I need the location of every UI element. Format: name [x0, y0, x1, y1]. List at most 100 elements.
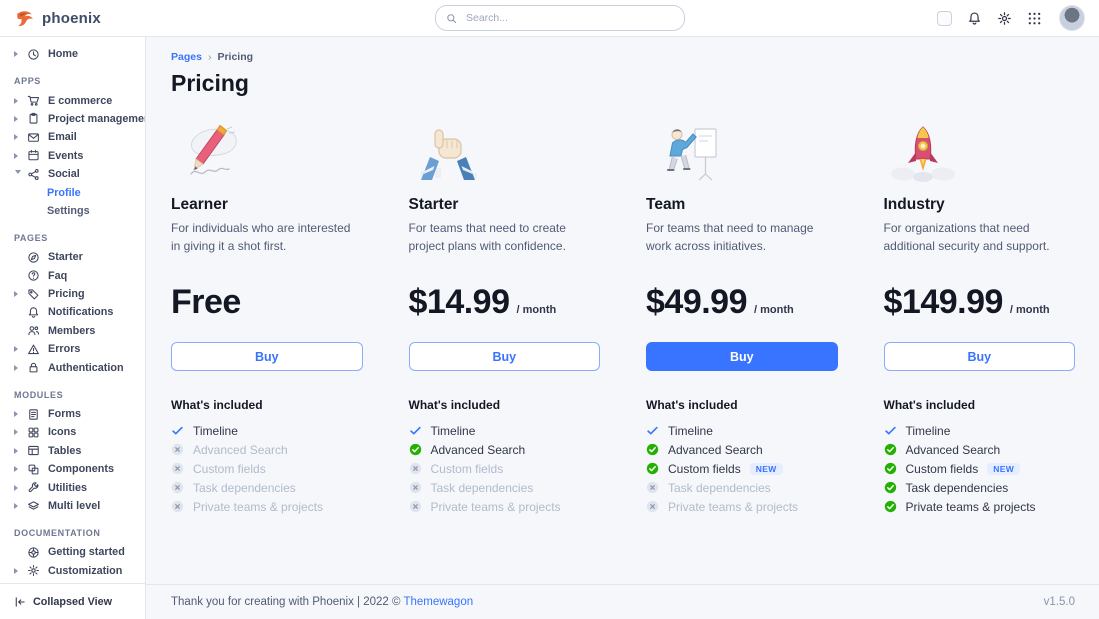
feature-item: Advanced Search [171, 443, 363, 457]
sidebar-item-multi-level[interactable]: Multi level [0, 497, 145, 515]
sidebar-section: DOCUMENTATION Getting started Customizat… [0, 515, 145, 583]
sidebar-section-label: MODULES [0, 377, 145, 405]
sidebar-item-label: Events [48, 150, 83, 162]
chevron-icon [14, 291, 22, 297]
cart-icon [27, 94, 40, 107]
plan-price: $14.99 [409, 283, 510, 322]
footer-credit: Thank you for creating with Phoenix | 20… [171, 596, 473, 608]
warning-icon [27, 343, 40, 356]
check-circle-icon [646, 443, 659, 456]
compass-icon [27, 251, 40, 264]
sidebar-item-authentication[interactable]: Authentication [0, 358, 145, 376]
pricing-card-team: Team For teams that need to manage work … [646, 122, 838, 514]
plan-name: Learner [171, 196, 363, 214]
sidebar-item-customization[interactable]: Customization [0, 562, 145, 580]
sidebar-section-items: Home [0, 45, 145, 63]
check-circle-icon [646, 462, 659, 475]
clock-icon [27, 48, 40, 61]
feature-item: Custom fields [409, 462, 601, 476]
plan-period: / month [754, 304, 794, 316]
feature-label: Private teams & projects [431, 500, 561, 514]
sidebar-section: Home [0, 45, 145, 63]
sidebar-item-label: Icons [48, 426, 76, 438]
x-circle-icon [171, 481, 184, 494]
chevron-icon [15, 170, 21, 178]
sidebar-section-label: PAGES [0, 220, 145, 248]
sidebar-item-home[interactable]: Home [0, 45, 145, 63]
sidebar-item-label: Email [48, 131, 77, 143]
buy-button[interactable]: Buy [646, 342, 838, 371]
buy-button[interactable]: Buy [409, 342, 601, 371]
check-circle-icon [884, 500, 897, 513]
feature-list: Timeline Advanced Search Custom fields T… [171, 424, 363, 514]
footer-themewagon-link[interactable]: Themewagon [403, 596, 473, 608]
icons-icon [27, 426, 40, 439]
sidebar-item-members[interactable]: Members [0, 322, 145, 340]
plan-description: For teams that need to manage work acros… [646, 219, 838, 256]
footer-version: v1.5.0 [1044, 596, 1075, 608]
breadcrumb-separator: › [208, 51, 212, 63]
x-circle-icon [646, 500, 659, 513]
sidebar-item-utilities[interactable]: Utilities [0, 478, 145, 496]
sidebar-subitem-profile[interactable]: Profile [0, 183, 145, 201]
feature-label: Advanced Search [193, 443, 288, 457]
bell-icon[interactable] [967, 11, 982, 26]
theme-toggle[interactable] [937, 11, 952, 26]
feature-item: Private teams & projects [884, 500, 1076, 514]
collapsed-view-toggle[interactable]: Collapsed View [0, 583, 145, 619]
collapsed-view-label: Collapsed View [33, 596, 112, 608]
sidebar-item-label: Faq [48, 270, 67, 282]
sidebar-item-social[interactable]: Social [0, 165, 145, 183]
sidebar-item-forms[interactable]: Forms [0, 405, 145, 423]
feature-item: Advanced Search [646, 443, 838, 457]
sidebar-item-label: Authentication [48, 362, 124, 374]
chevron-icon [14, 98, 22, 104]
feature-label: Custom fields [193, 462, 266, 476]
included-title: What's included [646, 398, 838, 412]
sidebar-item-email[interactable]: Email [0, 128, 145, 146]
envelope-icon [27, 131, 40, 144]
rocket-illustration [884, 122, 1076, 184]
sidebar-item-components[interactable]: Components [0, 460, 145, 478]
sidebar-item-icons[interactable]: Icons [0, 423, 145, 441]
sidebar-item-e-commerce[interactable]: E commerce [0, 91, 145, 109]
search-box[interactable] [435, 5, 685, 31]
sidebar-item-label: Getting started [48, 546, 125, 558]
avatar[interactable] [1059, 5, 1085, 31]
form-icon [27, 408, 40, 421]
plan-price: Free [171, 283, 241, 322]
feature-label: Private teams & projects [906, 500, 1036, 514]
phoenix-logo[interactable]: phoenix [14, 8, 101, 28]
sidebar-item-getting-started[interactable]: Getting started [0, 543, 145, 561]
sidebar-item-events[interactable]: Events [0, 147, 145, 165]
feature-item: Advanced Search [409, 443, 601, 457]
included-title: What's included [884, 398, 1076, 412]
sidebar-item-errors[interactable]: Errors [0, 340, 145, 358]
buy-button[interactable]: Buy [884, 342, 1076, 371]
sidebar: Home APPS E commerce Project management … [0, 37, 146, 619]
feature-item: Task dependencies [171, 481, 363, 495]
sidebar-item-faq[interactable]: Faq [0, 267, 145, 285]
users-icon [27, 324, 40, 337]
feature-item: Timeline [646, 424, 838, 438]
feature-label: Timeline [431, 424, 476, 438]
plan-name: Team [646, 196, 838, 214]
sidebar-item-starter[interactable]: Starter [0, 248, 145, 266]
breadcrumb-pages-link[interactable]: Pages [171, 51, 202, 63]
sidebar-item-project-management[interactable]: Project management [0, 110, 145, 128]
buy-button[interactable]: Buy [171, 342, 363, 371]
gear-icon[interactable] [997, 11, 1012, 26]
search-input[interactable] [464, 11, 674, 25]
feature-label: Custom fields [431, 462, 504, 476]
sidebar-subitem-settings[interactable]: Settings [0, 202, 145, 220]
x-circle-icon [409, 462, 422, 475]
sidebar-item-label: Components [48, 463, 114, 475]
sidebar-item-notifications[interactable]: Notifications [0, 303, 145, 321]
page-footer: Thank you for creating with Phoenix | 20… [146, 584, 1099, 619]
sidebar-item-tables[interactable]: Tables [0, 442, 145, 460]
feature-label: Timeline [906, 424, 951, 438]
components-icon [27, 463, 40, 476]
sidebar-item-pricing[interactable]: Pricing [0, 285, 145, 303]
pricing-card-industry: Industry For organizations that need add… [884, 122, 1076, 514]
grid-icon[interactable] [1027, 11, 1042, 26]
